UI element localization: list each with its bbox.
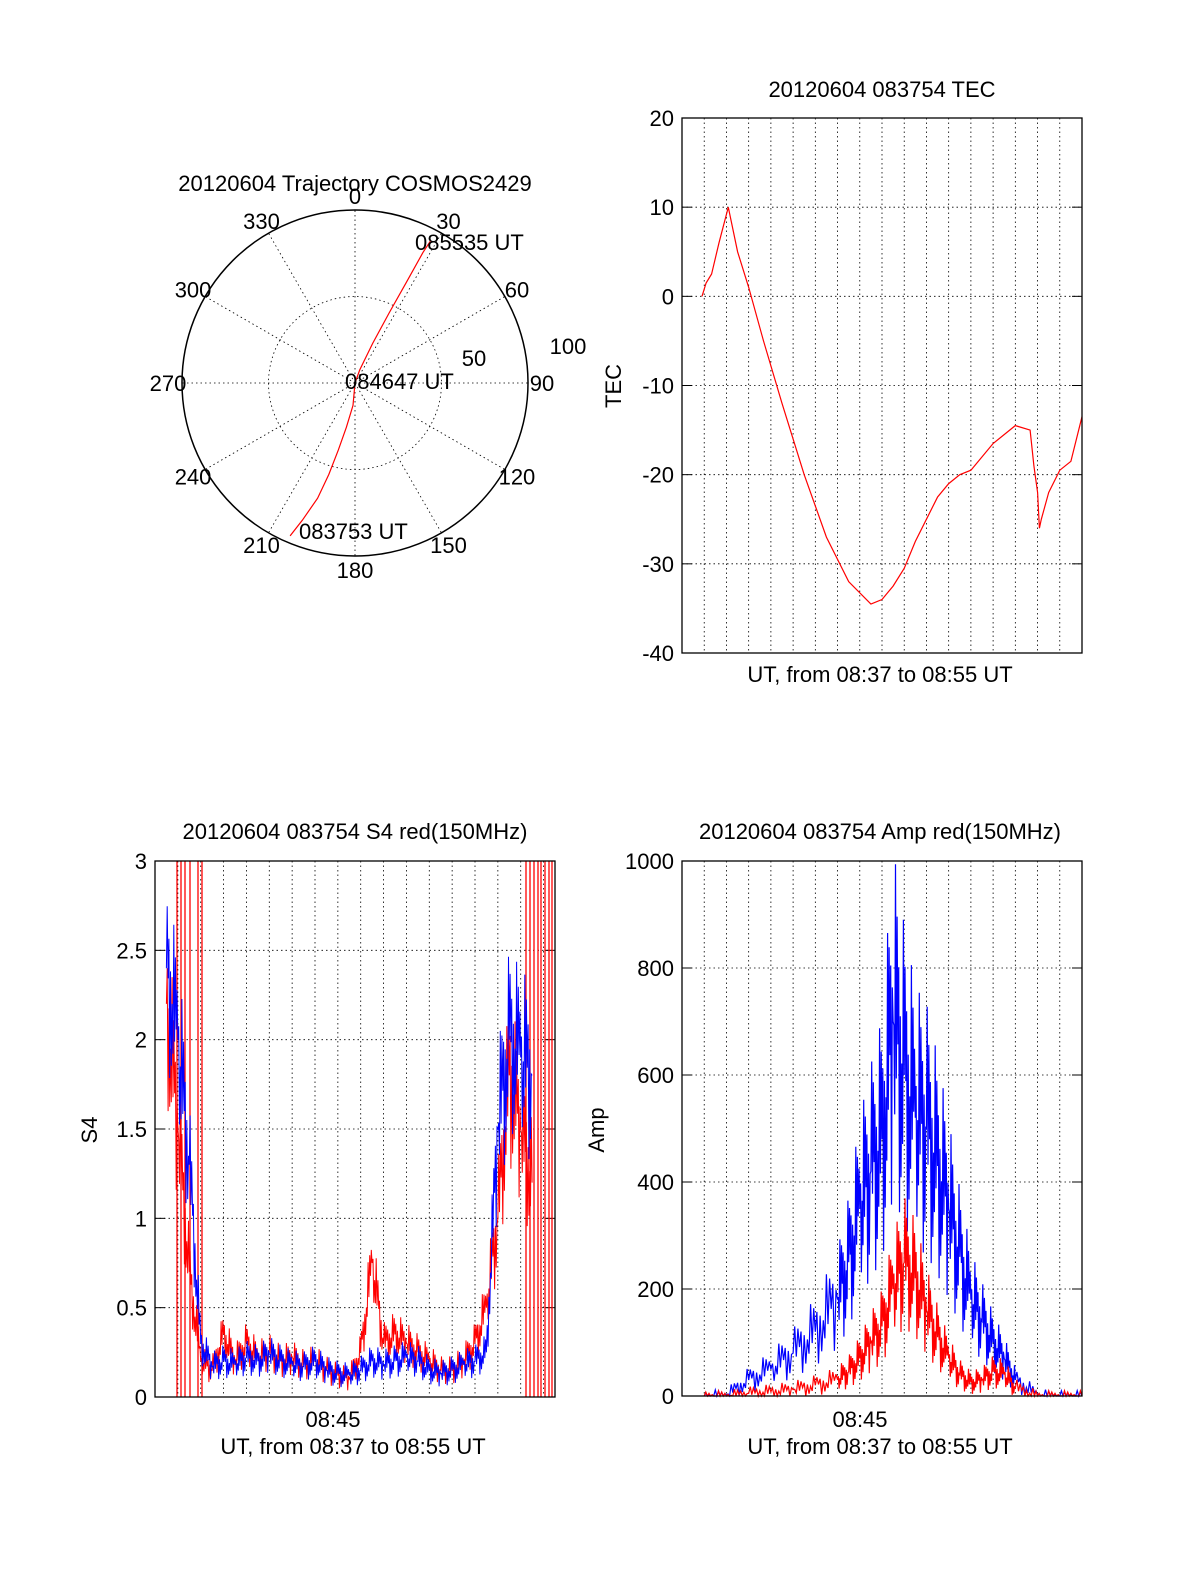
y-tick-label: 0: [662, 1384, 674, 1409]
y-tick-label: 1.5: [116, 1117, 147, 1142]
y-tick-label: 0: [662, 284, 674, 309]
y-tick-label: 3: [135, 849, 147, 874]
amp-y-tick-labels: 0 200 400 600 800 1000: [625, 849, 674, 1409]
y-tick-label: 2.5: [116, 938, 147, 963]
azimuth-label-270: 270: [150, 371, 187, 396]
tec-y-axis-label: TEC: [601, 364, 626, 408]
y-tick-label: 10: [650, 195, 674, 220]
polar-grid: [182, 210, 528, 556]
s4-y-tick-labels: 0 0.5 1 1.5 2 2.5 3: [116, 849, 147, 1410]
y-tick-label: -10: [642, 374, 674, 399]
s4-x-axis-label: UT, from 08:37 to 08:55 UT: [220, 1434, 485, 1459]
y-tick-label: 600: [637, 1063, 674, 1088]
annotation-end-time: 085535 UT: [415, 230, 524, 255]
amp-x-axis-label: UT, from 08:37 to 08:55 UT: [747, 1434, 1012, 1459]
s4-gridlines: [155, 860, 555, 1398]
y-tick-label: 2: [135, 1028, 147, 1053]
azimuth-label-210: 210: [243, 533, 280, 558]
s4-red-series-line: [165, 968, 533, 1391]
polar-spoke-330: [268, 232, 356, 384]
azimuth-label-90: 90: [530, 371, 554, 396]
trajectory-line: [289, 240, 432, 537]
amp-title: 20120604 083754 Amp red(150MHz): [699, 819, 1061, 844]
amp-x-tick-label: 08:45: [832, 1407, 887, 1432]
s4-plot-frame: [154, 860, 556, 1398]
azimuth-labels: 0 30 60 90 120 150 180 210 240 270 300 330: [150, 184, 555, 583]
azimuth-label-330: 330: [243, 209, 280, 234]
y-tick-label: -20: [642, 463, 674, 488]
y-tick-label: 1000: [625, 849, 674, 874]
y-tick-label: 1: [135, 1206, 147, 1231]
y-tick-label: -30: [642, 552, 674, 577]
polar-ring-50: [268, 296, 442, 470]
amp-plot-frame: [681, 860, 1083, 1397]
amp-y-axis-label: Amp: [584, 1107, 609, 1152]
tec-gridlines: [682, 117, 1082, 654]
y-tick-label: 0: [135, 1385, 147, 1410]
azimuth-label-30: 30: [436, 209, 460, 234]
azimuth-label-120: 120: [499, 465, 536, 490]
polar-spoke-300: [204, 296, 356, 384]
amp-blue-series-line: [703, 864, 1083, 1399]
y-tick-label: 400: [637, 1170, 674, 1195]
tec-plot-frame: [681, 117, 1083, 654]
annotation-mid-time: 084647 UT: [345, 369, 454, 394]
azimuth-label-0: 0: [349, 184, 361, 209]
tec-y-tick-labels: -40 -30 -20 -10 0 10 20: [642, 106, 674, 666]
tec-title: 20120604 083754 TEC: [768, 77, 995, 102]
azimuth-label-60: 60: [505, 278, 529, 303]
tec-panel: 20120604 083754 TEC -40 -30 -20 -10 0 10 20 TE…: [601, 77, 1083, 687]
azimuth-label-180: 180: [337, 558, 374, 583]
amp-panel: 20120604 083754 Amp red(150MHz) 0 200 400 6…: [584, 819, 1083, 1459]
radial-label-50: 50: [462, 346, 486, 371]
trajectory-title: 20120604 Trajectory COSMOS2429: [178, 171, 531, 196]
y-tick-label: 20: [650, 106, 674, 131]
polar-spoke-60: [354, 296, 506, 384]
azimuth-label-240: 240: [175, 465, 212, 490]
polar-spoke-30: [354, 232, 442, 384]
y-tick-label: 200: [637, 1277, 674, 1302]
polar-outer-circle: [181, 209, 529, 557]
azimuth-label-300: 300: [175, 278, 212, 303]
s4-title: 20120604 083754 S4 red(150MHz): [183, 819, 528, 844]
tec-x-axis-label: UT, from 08:37 to 08:55 UT: [747, 662, 1012, 687]
y-tick-label: -40: [642, 641, 674, 666]
amp-red-series-line: [703, 1198, 1083, 1399]
s4-y-axis-label: S4: [77, 1117, 102, 1144]
s4-x-tick-label: 08:45: [305, 1407, 360, 1432]
trajectory-panel: 20120604 Trajectory COSMOS2429 0 30 60 90 12…: [150, 171, 587, 583]
tec-series-line: [701, 207, 1083, 605]
s4-panel: 20120604 083754 S4 red(150MHz) 0 0.5 1 1.5 2…: [77, 819, 556, 1459]
radial-label-100: 100: [550, 334, 587, 359]
azimuth-label-150: 150: [430, 533, 467, 558]
y-tick-label: 0.5: [116, 1296, 147, 1321]
annotation-start-time: 083753 UT: [299, 519, 408, 544]
y-tick-label: 800: [637, 956, 674, 981]
s4-blue-series-line: [165, 906, 533, 1388]
